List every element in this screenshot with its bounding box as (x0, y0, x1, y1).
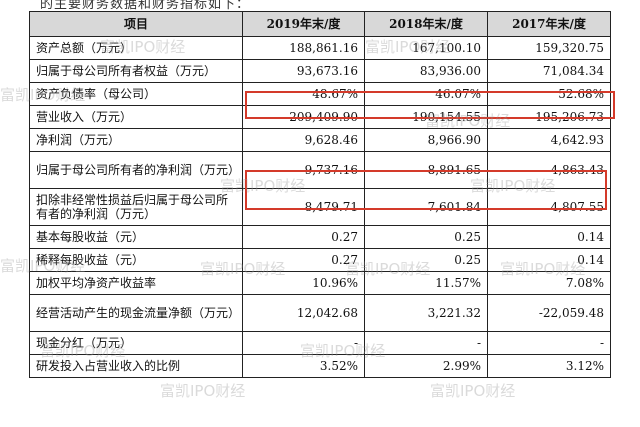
cell-value: 7,601.84 (364, 188, 488, 226)
row-label: 扣除非经常性损益后归属于母公司所有者的净利润（万元） (29, 188, 243, 226)
row-label: 基本每股收益（元） (29, 225, 243, 249)
header-2017: 2017年末/度 (487, 11, 611, 37)
cell-value: 0.25 (364, 248, 488, 272)
table-row: 资产总额（万元） 188,861.16 167,100.10 159,320.7… (29, 36, 611, 60)
table-row: 现金分红（万元） - - - (29, 331, 611, 355)
row-label: 净利润（万元） (29, 128, 243, 152)
row-label: 现金分红（万元） (29, 331, 243, 355)
header-item: 项目 (29, 11, 243, 37)
cell-value: 8,966.90 (364, 128, 488, 152)
cell-value: 9,737.16 (242, 151, 365, 189)
row-label: 经营活动产生的现金流量净额（万元） (29, 294, 243, 332)
cell-value: 12,042.68 (242, 294, 365, 332)
table-row: 稀释每股收益（元） 0.27 0.25 0.14 (29, 248, 611, 272)
cell-value: 2.99% (364, 354, 488, 378)
watermark: 富凯IPO财经 (160, 382, 246, 400)
row-label: 归属于母公司所有者的净利润（万元） (29, 151, 243, 189)
cell-value: 8,479.71 (242, 188, 365, 226)
table-row: 基本每股收益（元） 0.27 0.25 0.14 (29, 225, 611, 249)
cell-value: 3.12% (487, 354, 611, 378)
table-row: 归属于母公司所有者权益（万元） 93,673.16 83,936.00 71,0… (29, 59, 611, 83)
cell-value: 8,891.65 (364, 151, 488, 189)
cell-value: 10.96% (242, 271, 365, 295)
financial-table: 项目 2019年末/度 2018年末/度 2017年末/度 资产总额（万元） 1… (29, 11, 611, 378)
top-caption-strip: 的主要财务数据和财务指标如下： (0, 0, 640, 11)
cell-value: - (487, 331, 611, 355)
cell-value: 9,628.46 (242, 128, 365, 152)
cell-value: 188,861.16 (242, 36, 365, 60)
cell-value: 0.27 (242, 225, 365, 249)
row-label: 归属于母公司所有者权益（万元） (29, 59, 243, 83)
table-row: 研发投入占营业收入的比例 3.52% 2.99% 3.12% (29, 354, 611, 378)
table-row: 加权平均净资产收益率 10.96% 11.57% 7.08% (29, 271, 611, 295)
cell-value: - (242, 331, 365, 355)
cell-value: 159,320.75 (487, 36, 611, 60)
cell-value: 4,807.55 (487, 188, 611, 226)
cell-value: 4,642.93 (487, 128, 611, 152)
table-row: 净利润（万元） 9,628.46 8,966.90 4,642.93 (29, 128, 611, 152)
cell-value: 52.68% (487, 82, 611, 106)
table-header-row: 项目 2019年末/度 2018年末/度 2017年末/度 (29, 11, 611, 37)
cell-value: 3.52% (242, 354, 365, 378)
cell-value: 4,863.43 (487, 151, 611, 189)
cell-value: 93,673.16 (242, 59, 365, 83)
cell-value: 46.07% (364, 82, 488, 106)
row-label: 资产总额（万元） (29, 36, 243, 60)
cell-value: 167,100.10 (364, 36, 488, 60)
cell-value: 0.14 (487, 225, 611, 249)
row-label: 稀释每股收益（元） (29, 248, 243, 272)
table-row: 归属于母公司所有者的净利润（万元） 9,737.16 8,891.65 4,86… (29, 151, 611, 189)
row-label: 资产负债率（母公司） (29, 82, 243, 106)
row-label: 研发投入占营业收入的比例 (29, 354, 243, 378)
cell-value: 71,084.34 (487, 59, 611, 83)
header-2018: 2018年末/度 (364, 11, 488, 37)
cell-value: -22,059.48 (487, 294, 611, 332)
top-caption: 的主要财务数据和财务指标如下： (40, 0, 251, 11)
cell-value: - (364, 331, 488, 355)
row-label: 营业收入（万元） (29, 105, 243, 129)
table-row: 扣除非经常性损益后归属于母公司所有者的净利润（万元） 8,479.71 7,60… (29, 188, 611, 226)
cell-value: 83,936.00 (364, 59, 488, 83)
cell-value: 0.25 (364, 225, 488, 249)
cell-value: 0.27 (242, 248, 365, 272)
cell-value: 209,409.90 (242, 105, 365, 129)
table-row: 营业收入（万元） 209,409.90 190,154.55 195,206.7… (29, 105, 611, 129)
cell-value: 195,206.73 (487, 105, 611, 129)
cell-value: 7.08% (487, 271, 611, 295)
table-row: 经营活动产生的现金流量净额（万元） 12,042.68 3,221.32 -22… (29, 294, 611, 332)
row-label: 加权平均净资产收益率 (29, 271, 243, 295)
watermark: 富凯IPO财经 (430, 382, 516, 400)
cell-value: 11.57% (364, 271, 488, 295)
cell-value: 3,221.32 (364, 294, 488, 332)
table-row: 资产负债率（母公司） 48.67% 46.07% 52.68% (29, 82, 611, 106)
cell-value: 190,154.55 (364, 105, 488, 129)
header-2019: 2019年末/度 (242, 11, 365, 37)
cell-value: 48.67% (242, 82, 365, 106)
cell-value: 0.14 (487, 248, 611, 272)
